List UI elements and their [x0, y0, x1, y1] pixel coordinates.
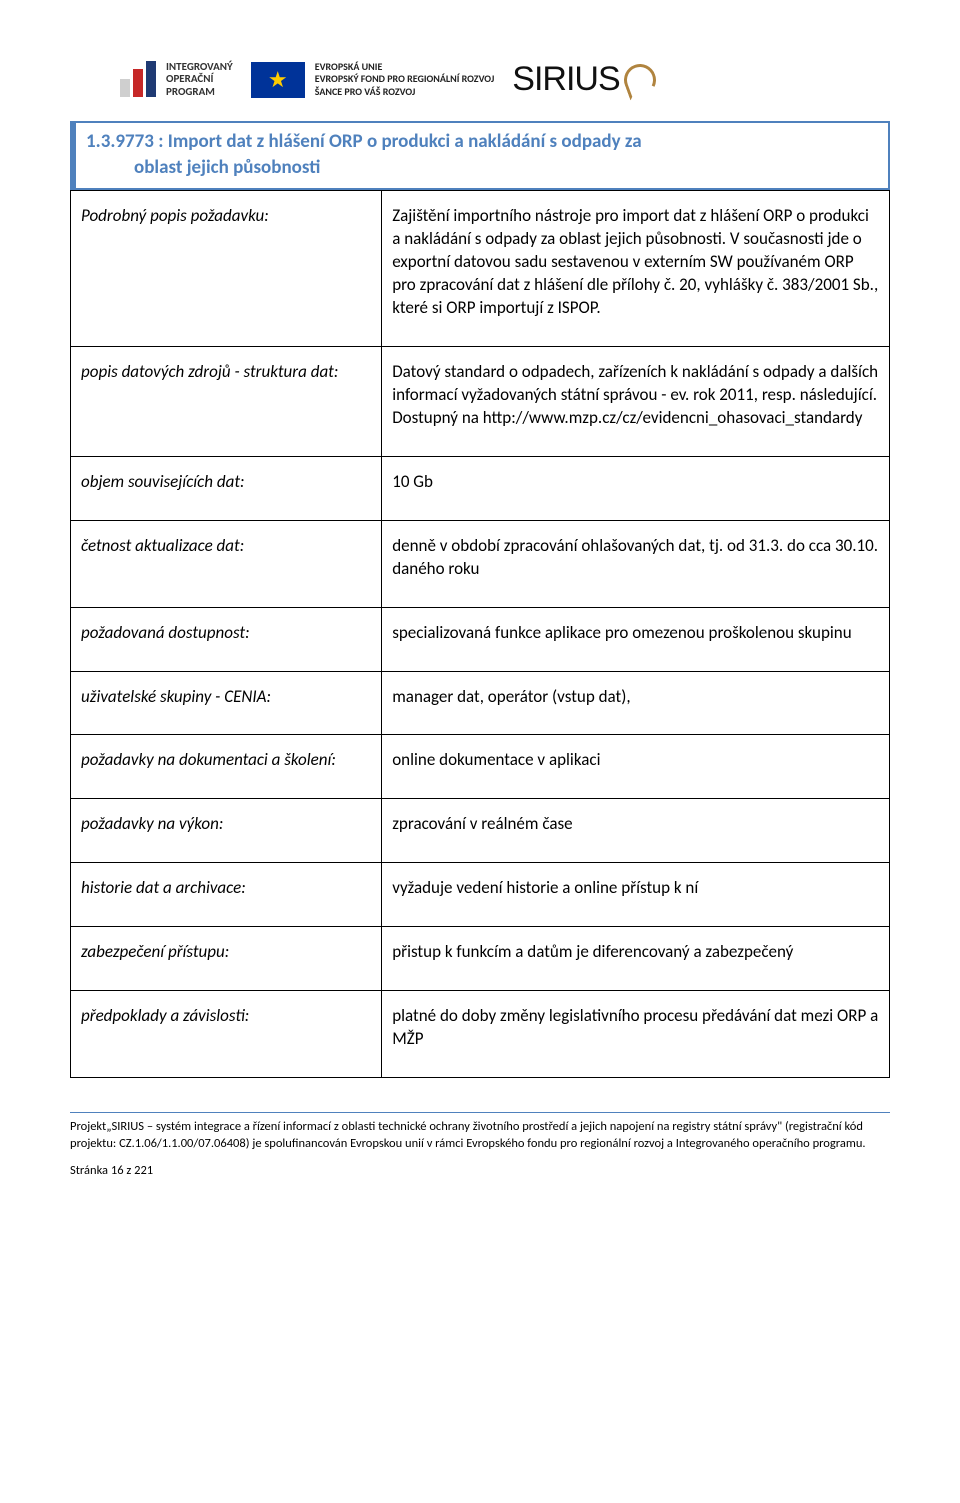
- iop-logo: INTEGROVANÝ OPERAČNÍ PROGRAM: [120, 61, 233, 99]
- table-row: uživatelské skupiny - CENIA:manager dat,…: [71, 671, 890, 735]
- table-row: Podrobný popis požadavku:Zajištění impor…: [71, 191, 890, 347]
- row-label: požadavky na dokumentaci a školení:: [71, 735, 382, 799]
- eu-flag-icon: ★: [251, 62, 305, 98]
- row-value: Zajištění importního nástroje pro import…: [382, 191, 890, 347]
- row-value: specializovaná funkce aplikace pro omeze…: [382, 607, 890, 671]
- spec-table: Podrobný popis požadavku:Zajištění impor…: [70, 190, 890, 1078]
- footer-text: Projekt„SIRIUS – systém integrace a říze…: [70, 1119, 890, 1153]
- iop-bars-icon: [120, 61, 156, 97]
- iop-bar: [133, 69, 143, 97]
- iop-line: OPERAČNÍ: [166, 73, 233, 86]
- row-value: denně v období zpracování ohlašovaných d…: [382, 520, 890, 607]
- section-title-line1: 1.3.9773 : Import dat z hlášení ORP o pr…: [86, 130, 642, 153]
- row-value: platné do doby změny legislativního proc…: [382, 991, 890, 1078]
- table-row: požadavky na výkon:zpracování v reálném …: [71, 799, 890, 863]
- table-row: četnost aktualizace dat:denně v období z…: [71, 520, 890, 607]
- row-label: objem souvisejících dat:: [71, 456, 382, 520]
- row-label: Podrobný popis požadavku:: [71, 191, 382, 347]
- row-value: Datový standard o odpadech, zařízeních k…: [382, 346, 890, 456]
- iop-label: INTEGROVANÝ OPERAČNÍ PROGRAM: [166, 61, 233, 99]
- table-row: popis datových zdrojů - struktura dat:Da…: [71, 346, 890, 456]
- eu-line: EVROPSKÝ FOND PRO REGIONÁLNÍ ROZVOJ: [315, 73, 495, 86]
- row-value: online dokumentace v aplikaci: [382, 735, 890, 799]
- row-label: zabezpečení přístupu:: [71, 927, 382, 991]
- table-row: historie dat a archivace:vyžaduje vedení…: [71, 863, 890, 927]
- table-row: předpoklady a závislosti:platné do doby …: [71, 991, 890, 1078]
- sirius-logo: SIRIUS: [512, 60, 655, 99]
- table-row: objem souvisejících dat:10 Gb: [71, 456, 890, 520]
- section-heading-box: 1.3.9773 : Import dat z hlášení ORP o pr…: [70, 121, 890, 190]
- row-value: 10 Gb: [382, 456, 890, 520]
- row-value: manager dat, operátor (vstup dat),: [382, 671, 890, 735]
- row-value: vyžaduje vedení historie a online přístu…: [382, 863, 890, 927]
- row-label: popis datových zdrojů - struktura dat:: [71, 346, 382, 456]
- eu-logo: ★ EVROPSKÁ UNIE EVROPSKÝ FOND PRO REGION…: [251, 61, 495, 99]
- section-title-line2: oblast jejich působnosti: [86, 155, 878, 181]
- row-label: požadavky na výkon:: [71, 799, 382, 863]
- sirius-text: SIRIUS: [512, 60, 619, 99]
- row-label: uživatelské skupiny - CENIA:: [71, 671, 382, 735]
- section-title: 1.3.9773 : Import dat z hlášení ORP o pr…: [86, 129, 878, 180]
- page-number: Stránka 16 z 221: [70, 1163, 890, 1178]
- eu-label: EVROPSKÁ UNIE EVROPSKÝ FOND PRO REGIONÁL…: [315, 61, 495, 99]
- row-value: zpracování v reálném čase: [382, 799, 890, 863]
- iop-bar: [120, 79, 130, 97]
- sirius-swirl-icon: [619, 59, 660, 100]
- row-label: historie dat a archivace:: [71, 863, 382, 927]
- row-label: předpoklady a závislosti:: [71, 991, 382, 1078]
- table-row: zabezpečení přístupu:přistup k funkcím a…: [71, 927, 890, 991]
- iop-line: PROGRAM: [166, 86, 233, 99]
- row-value: přistup k funkcím a datům je diferencova…: [382, 927, 890, 991]
- spec-table-body: Podrobný popis požadavku:Zajištění impor…: [71, 191, 890, 1078]
- eu-line: ŠANCE PRO VÁŠ ROZVOJ: [315, 86, 495, 99]
- iop-bar: [146, 61, 156, 97]
- header-logos: INTEGROVANÝ OPERAČNÍ PROGRAM ★ EVROPSKÁ …: [70, 60, 890, 99]
- table-row: požadovaná dostupnost:specializovaná fun…: [71, 607, 890, 671]
- row-label: požadovaná dostupnost:: [71, 607, 382, 671]
- footer-divider: [70, 1112, 890, 1113]
- row-label: četnost aktualizace dat:: [71, 520, 382, 607]
- table-row: požadavky na dokumentaci a školení:onlin…: [71, 735, 890, 799]
- document-page: INTEGROVANÝ OPERAČNÍ PROGRAM ★ EVROPSKÁ …: [0, 0, 960, 1208]
